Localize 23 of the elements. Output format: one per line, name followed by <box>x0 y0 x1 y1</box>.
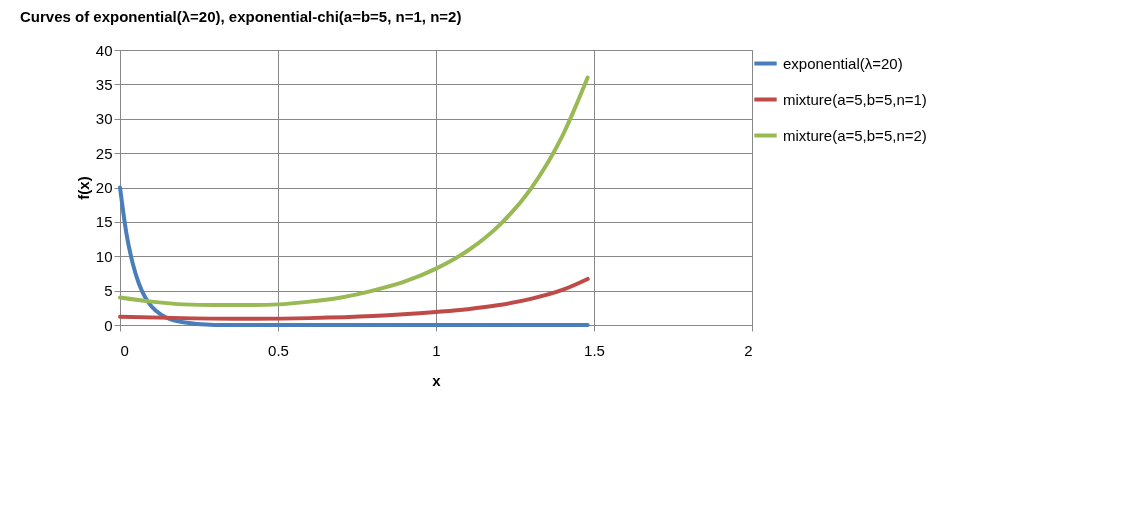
line-series <box>118 75 590 308</box>
x-tick-label: 1 <box>432 341 441 359</box>
y-tick-label: 5 <box>104 282 113 300</box>
y-tick-label: 10 <box>95 247 113 265</box>
y-tick-label: 40 <box>95 41 113 59</box>
x-axis-title: x <box>432 371 442 389</box>
legend-label: mixture(a=5,b=5,n=1) <box>783 90 927 108</box>
y-tick-label: 20 <box>95 179 113 196</box>
chart-title: Curves of exponential(λ=20), exponential-chi(a=b=5, n=1, n=2) <box>20 8 462 25</box>
x-tick-label: 0.5 <box>268 341 289 359</box>
y-tick-label: 25 <box>95 144 113 162</box>
y-axis-title: f(x) <box>74 176 92 200</box>
line-series <box>118 276 590 321</box>
x-tick-label: 2 <box>744 341 753 359</box>
y-tick-label: 30 <box>95 110 113 128</box>
y-tick-label: 15 <box>95 213 113 231</box>
legend-label: mixture(a=5,b=5,n=2) <box>783 126 927 144</box>
x-tick-label: 1.5 <box>584 341 605 359</box>
y-tick-label: 0 <box>104 316 113 334</box>
y-tick-label: 35 <box>95 75 113 93</box>
legend-label: exponential(λ=20) <box>783 54 903 72</box>
x-tick-label: 0 <box>120 341 129 359</box>
line-series <box>118 185 590 327</box>
